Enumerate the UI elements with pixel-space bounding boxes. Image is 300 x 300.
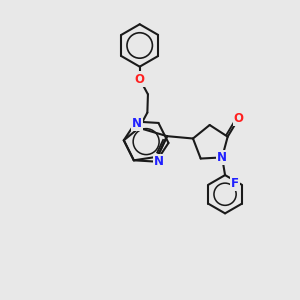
Text: O: O: [135, 73, 145, 85]
Text: O: O: [234, 112, 244, 125]
Text: F: F: [231, 177, 239, 190]
Text: N: N: [154, 155, 164, 168]
Text: F: F: [231, 177, 239, 190]
Text: F: F: [231, 177, 239, 190]
Text: N: N: [217, 151, 227, 164]
Text: N: N: [154, 155, 164, 168]
Text: N: N: [154, 155, 164, 168]
Text: N: N: [154, 155, 163, 168]
Text: N: N: [217, 151, 227, 164]
Text: O: O: [135, 73, 145, 85]
Text: F: F: [232, 177, 238, 190]
Text: O: O: [234, 112, 244, 125]
Text: N: N: [218, 151, 226, 164]
Text: O: O: [234, 112, 244, 125]
Text: N: N: [132, 117, 141, 130]
Text: N: N: [132, 117, 142, 130]
Text: N: N: [132, 117, 142, 130]
Text: N: N: [217, 151, 227, 164]
Text: N: N: [132, 117, 142, 130]
Text: N: N: [132, 117, 142, 130]
Text: F: F: [231, 177, 239, 190]
Text: N: N: [154, 155, 164, 168]
Text: O: O: [234, 112, 244, 125]
Text: O: O: [135, 73, 145, 85]
Text: O: O: [135, 73, 145, 85]
Text: N: N: [217, 151, 227, 164]
Text: O: O: [135, 73, 145, 85]
Text: O: O: [234, 112, 244, 125]
